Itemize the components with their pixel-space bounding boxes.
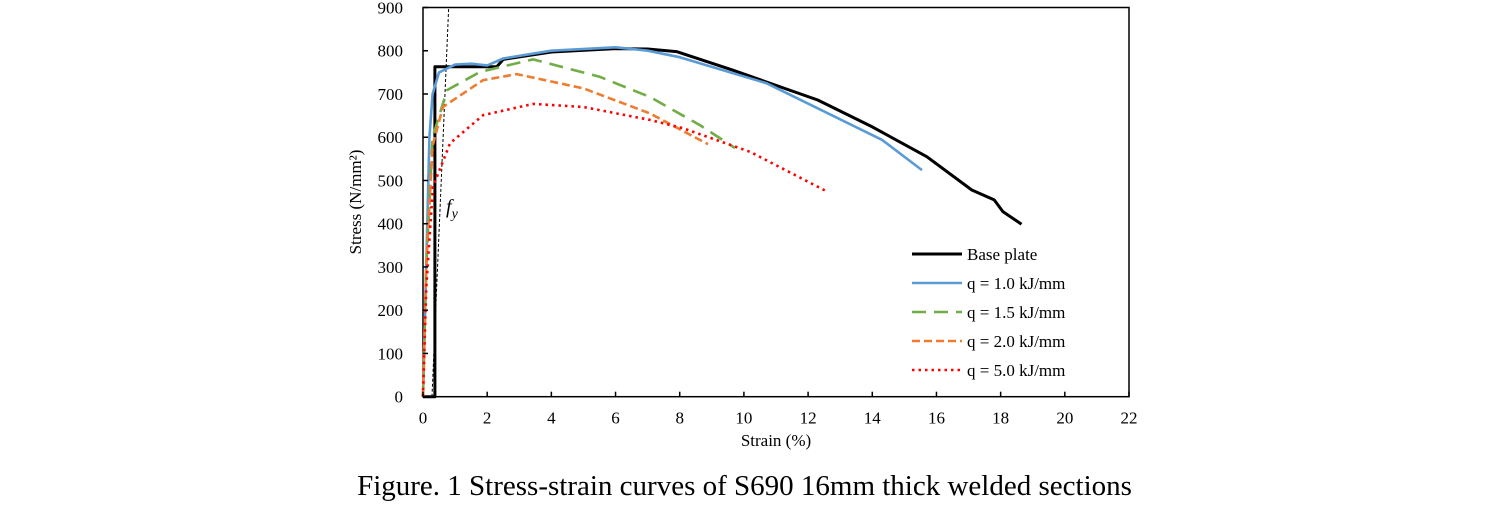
- legend-label-1: q = 1.0 kJ/mm: [967, 274, 1065, 293]
- y-tick-label: 400: [378, 215, 404, 234]
- x-tick-label: 10: [735, 409, 752, 428]
- y-tick-label: 500: [378, 171, 404, 190]
- y-tick-label: 600: [378, 128, 404, 147]
- y-tick-label: 800: [378, 42, 404, 61]
- x-axis-label: Strain (%): [741, 431, 811, 450]
- fy-annotation: fy: [446, 196, 459, 222]
- stress-strain-chart: 0 2 4 6 8 10 12 14 16 18 20 22 0 100 200 300 400 500 600 70…: [346, 0, 1138, 450]
- legend-label-3: q = 2.0 kJ/mm: [967, 332, 1065, 351]
- x-tick-label: 8: [675, 409, 684, 428]
- legend: Base plate q = 1.0 kJ/mm q = 1.5 kJ/mm q = …: [912, 245, 1065, 380]
- x-tick-label: 22: [1121, 409, 1138, 428]
- series-line-4: [421, 102, 828, 397]
- series-line-1: [421, 46, 923, 397]
- y-tick-label: 0: [395, 388, 404, 407]
- x-tick-label: 12: [800, 409, 817, 428]
- x-tick-label: 0: [419, 409, 428, 428]
- axis-ticks: 0 2 4 6 8 10 12 14 16 18 20 22 0 100 200 300 400 500 600 70…: [378, 0, 1138, 428]
- legend-label-4: q = 5.0 kJ/mm: [967, 361, 1065, 380]
- plot-frame: [422, 6, 1130, 398]
- fy-annotation-main: f: [446, 196, 454, 218]
- plot-border: [422, 6, 1130, 398]
- x-tick-label: 6: [611, 409, 620, 428]
- x-tick-label: 18: [992, 409, 1009, 428]
- y-tick-label: 700: [378, 85, 404, 104]
- y-tick-label: 300: [378, 258, 404, 277]
- y-axis-label: Stress (N/mm²): [346, 150, 365, 255]
- series-line-0: [423, 47, 1023, 399]
- y-tick-label: 200: [378, 301, 404, 320]
- legend-label-2: q = 1.5 kJ/mm: [967, 303, 1065, 322]
- series-line-3: [421, 72, 709, 397]
- series-line-2: [421, 58, 736, 397]
- fy-annotation-subscript: y: [450, 207, 459, 222]
- y-tick-label: 100: [378, 344, 404, 363]
- x-tick-label: 20: [1056, 409, 1073, 428]
- x-tick-label: 2: [483, 409, 492, 428]
- legend-label-0: Base plate: [967, 245, 1037, 264]
- x-tick-label: 4: [547, 409, 556, 428]
- x-tick-label: 16: [928, 409, 945, 428]
- series-layer: [421, 46, 1023, 399]
- x-tick-label: 14: [864, 409, 882, 428]
- figure-caption: Figure. 1 Stress-strain curves of S690 1…: [357, 470, 1132, 502]
- y-tick-label: 900: [378, 0, 404, 18]
